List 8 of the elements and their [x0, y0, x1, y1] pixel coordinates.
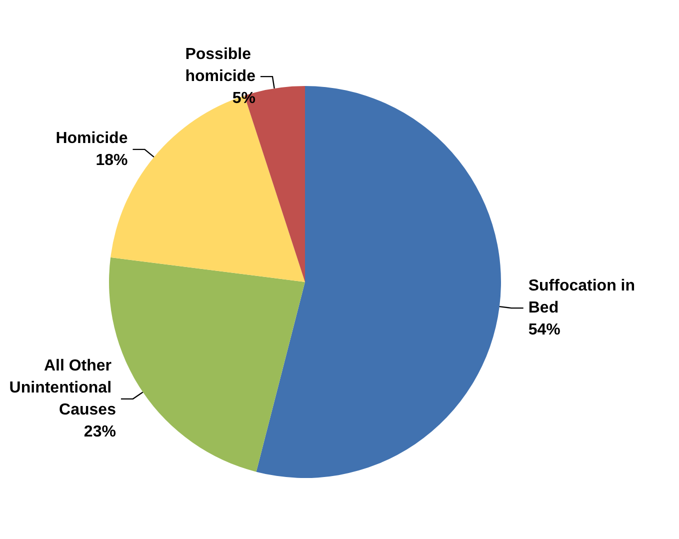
slice-label: Homicide [56, 130, 128, 147]
data-label: 18% [96, 152, 128, 169]
data-label: 5% [232, 90, 256, 108]
slice-label: Suffocation in Bed [528, 278, 640, 317]
data-label: 23% [84, 423, 116, 440]
slice-label: Possible homicide [185, 46, 256, 86]
data-label: 54% [528, 322, 560, 339]
slice-label: All Other Unintentional Causes [9, 357, 116, 418]
